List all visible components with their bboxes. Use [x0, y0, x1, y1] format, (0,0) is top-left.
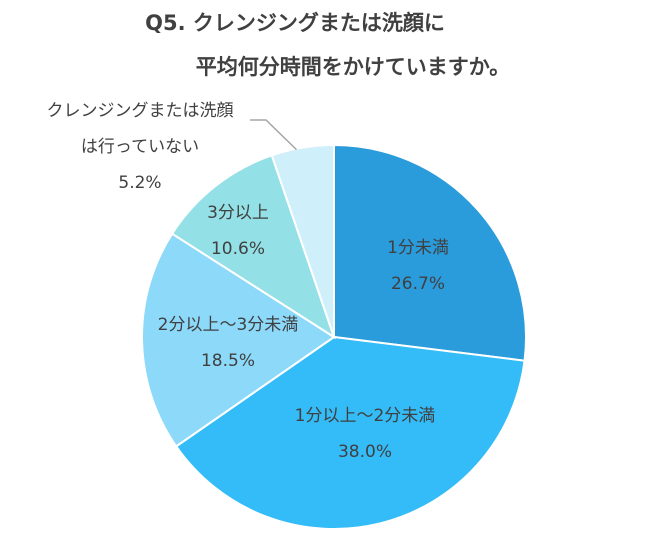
pie-slices	[141, 143, 527, 530]
slice-category-label-2: 2分以上～3分未満	[158, 315, 299, 335]
slice-category-label-1: 1分以上～2分未満	[295, 406, 436, 426]
slice-category-label-4: クレンジングまたは洗顔	[47, 101, 234, 121]
chart-title-line-1: Q5. クレンジングまたは洗顔に	[145, 11, 445, 35]
pie-slice-3	[170, 154, 336, 340]
slice-category-label-4: は行っていない	[81, 137, 199, 157]
slice-value-label-2: 18.5%	[201, 351, 255, 371]
chart-title-line-2: 平均何分時間をかけていますか。	[196, 55, 511, 79]
pie-slice-4	[270, 143, 335, 338]
slice-value-label-3: 10.6%	[211, 239, 265, 259]
pie-slice-2	[141, 232, 336, 448]
slice-value-label-1: 38.0%	[338, 442, 392, 462]
slice-value-label-4: 5.2%	[118, 173, 161, 193]
slice-value-label-0: 26.7%	[391, 274, 445, 294]
leader-line	[250, 119, 297, 151]
pie-slice-1	[174, 335, 526, 530]
pie-slice-0	[333, 143, 527, 362]
slice-category-label-0: 1分未満	[387, 238, 449, 258]
pie-labels: 1分未満 26.7% 1分以上～2分未満 38.0% 2分以上～3分未満 18.5% 3分以…	[47, 101, 449, 462]
slice-category-label-3: 3分以上	[207, 203, 269, 223]
